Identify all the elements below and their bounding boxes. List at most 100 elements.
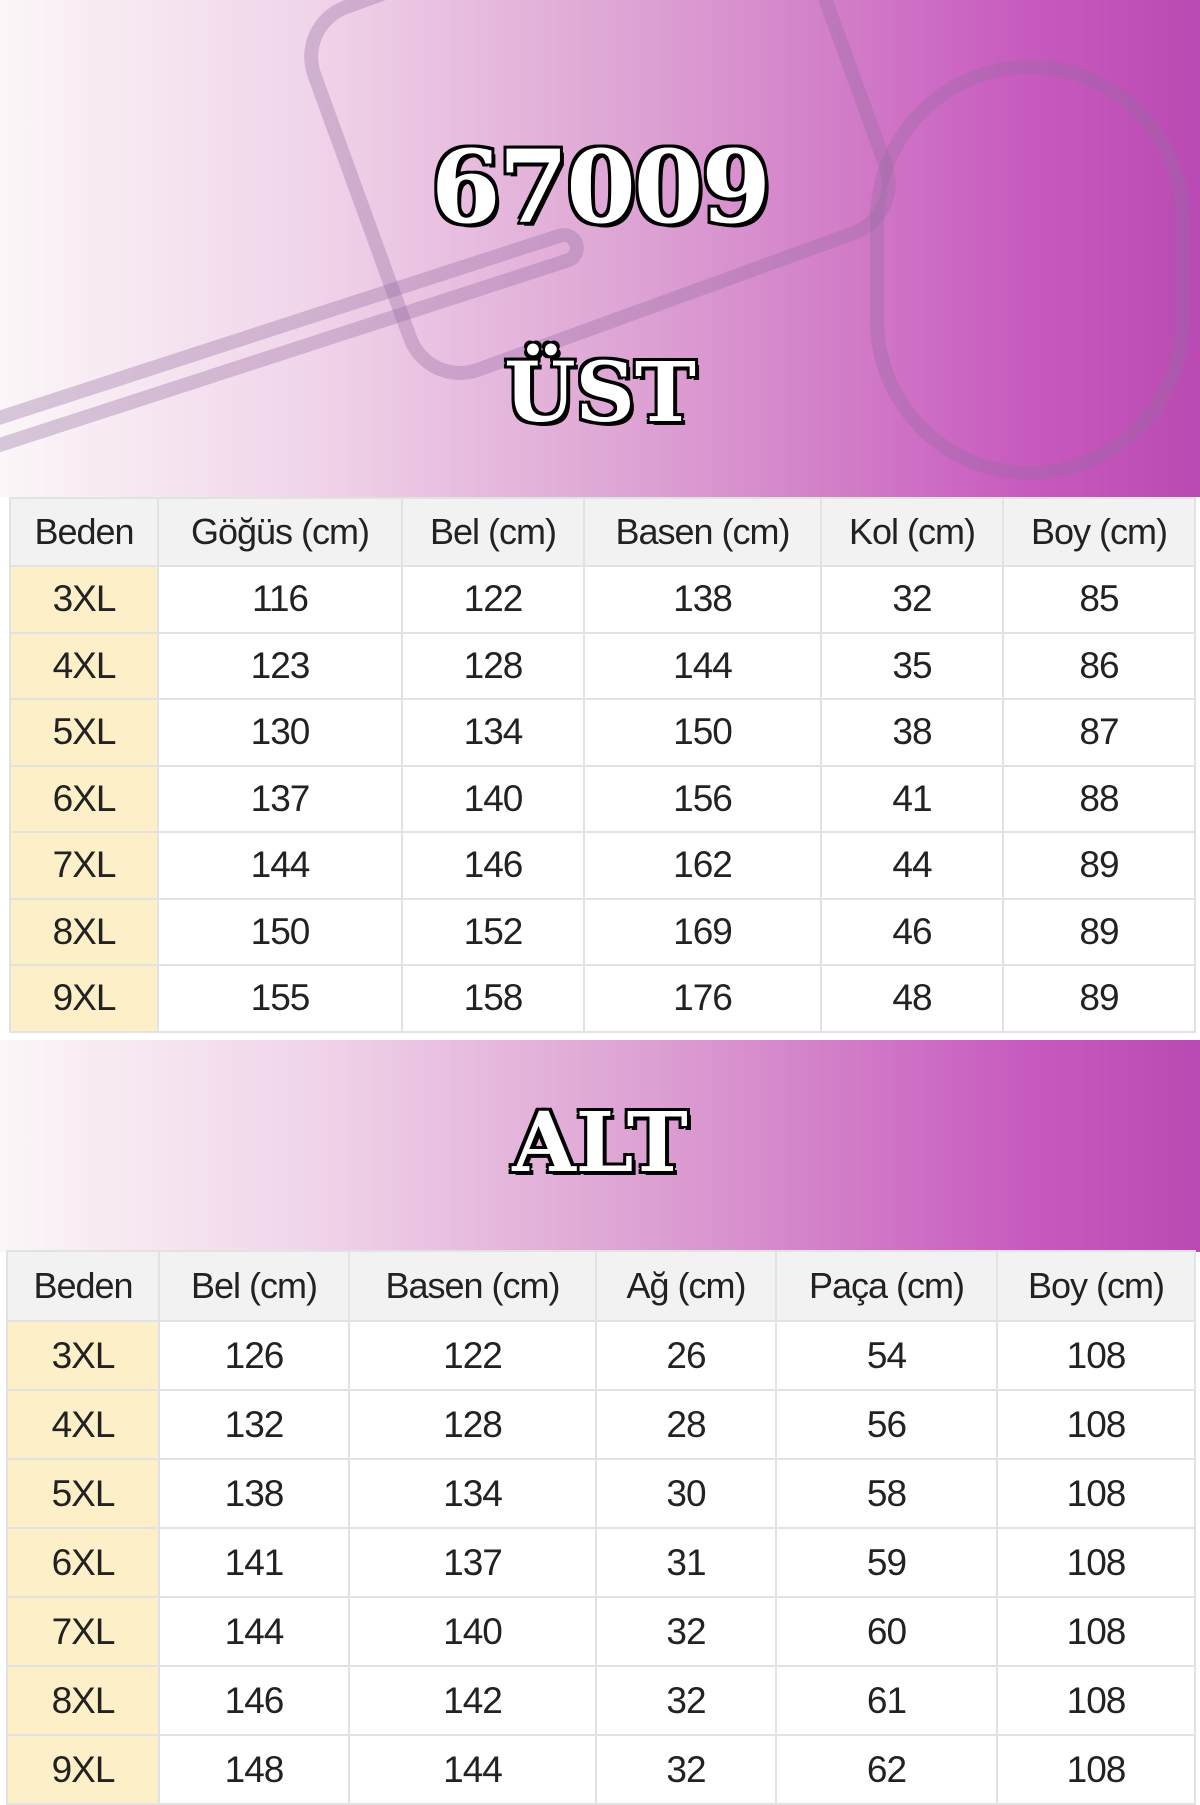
bottom-size-table: Beden Bel (cm) Basen (cm) Ağ (cm) Paça (cm) B… — [6, 1250, 1196, 1805]
measurement-cell: 144 — [583, 631, 822, 700]
measurement-cell: 48 — [820, 964, 1004, 1033]
size-cell: 5XL — [9, 698, 159, 767]
size-cell: 6XL — [6, 1527, 160, 1598]
column-header: Boy (cm) — [996, 1250, 1196, 1322]
measurement-cell: 150 — [583, 698, 822, 767]
measurement-cell: 128 — [401, 631, 585, 700]
measurement-cell: 122 — [401, 565, 585, 634]
measurement-cell: 146 — [158, 1665, 350, 1736]
table-row: 5XL 130 134 150 38 87 — [9, 698, 1196, 767]
table-row: 8XL 146 142 32 61 108 — [6, 1665, 1196, 1736]
measurement-cell: 62 — [775, 1734, 998, 1805]
size-cell: 9XL — [9, 964, 159, 1033]
column-header: Paça (cm) — [775, 1250, 998, 1322]
measurement-cell: 32 — [595, 1665, 777, 1736]
measurement-cell: 108 — [996, 1734, 1196, 1805]
measurement-cell: 116 — [157, 565, 403, 634]
measurement-cell: 108 — [996, 1596, 1196, 1667]
measurement-cell: 89 — [1002, 831, 1196, 900]
column-header: Ağ (cm) — [595, 1250, 777, 1322]
table-row: 7XL 144 146 162 44 89 — [9, 831, 1196, 900]
measurement-cell: 152 — [401, 897, 585, 966]
table-row: 6XL 137 140 156 41 88 — [9, 764, 1196, 833]
measurement-cell: 89 — [1002, 897, 1196, 966]
size-cell: 3XL — [6, 1320, 160, 1391]
measurement-cell: 144 — [348, 1734, 597, 1805]
table-row: 9XL 148 144 32 62 108 — [6, 1734, 1196, 1805]
measurement-cell: 32 — [595, 1596, 777, 1667]
measurement-cell: 142 — [348, 1665, 597, 1736]
measurement-cell: 156 — [583, 764, 822, 833]
measurement-cell: 134 — [401, 698, 585, 767]
measurement-cell: 148 — [158, 1734, 350, 1805]
size-cell: 7XL — [6, 1596, 160, 1667]
measurement-cell: 137 — [157, 764, 403, 833]
table-row: 6XL 141 137 31 59 108 — [6, 1527, 1196, 1598]
bottom-banner — [0, 1040, 1200, 1252]
measurement-cell: 108 — [996, 1665, 1196, 1736]
column-header: Göğüs (cm) — [157, 497, 403, 567]
measurement-cell: 54 — [775, 1320, 998, 1391]
measurement-cell: 44 — [820, 831, 1004, 900]
measurement-cell: 134 — [348, 1458, 597, 1529]
size-cell: 7XL — [9, 831, 159, 900]
measurement-cell: 32 — [820, 565, 1004, 634]
measurement-cell: 56 — [775, 1389, 998, 1460]
measurement-cell: 122 — [348, 1320, 597, 1391]
measurement-cell: 141 — [158, 1527, 350, 1598]
measurement-cell: 86 — [1002, 631, 1196, 700]
header-banner — [0, 0, 1200, 497]
size-cell: 5XL — [6, 1458, 160, 1529]
measurement-cell: 130 — [157, 698, 403, 767]
measurement-cell: 108 — [996, 1389, 1196, 1460]
measurement-cell: 132 — [158, 1389, 350, 1460]
measurement-cell: 138 — [158, 1458, 350, 1529]
measurement-cell: 85 — [1002, 565, 1196, 634]
column-header: Kol (cm) — [820, 497, 1004, 567]
measurement-cell: 150 — [157, 897, 403, 966]
measurement-cell: 108 — [996, 1527, 1196, 1598]
measurement-cell: 31 — [595, 1527, 777, 1598]
top-size-table: Beden Göğüs (cm) Bel (cm) Basen (cm) Kol (cm… — [9, 497, 1196, 1033]
measurement-cell: 60 — [775, 1596, 998, 1667]
measurement-cell: 162 — [583, 831, 822, 900]
measurement-cell: 140 — [401, 764, 585, 833]
measurement-cell: 87 — [1002, 698, 1196, 767]
table-row: 5XL 138 134 30 58 108 — [6, 1458, 1196, 1529]
measurement-cell: 35 — [820, 631, 1004, 700]
table-row: 7XL 144 140 32 60 108 — [6, 1596, 1196, 1667]
size-cell: 3XL — [9, 565, 159, 634]
table-row: 4XL 123 128 144 35 86 — [9, 631, 1196, 700]
measurement-cell: 89 — [1002, 964, 1196, 1033]
top-section-title: ÜST — [502, 343, 698, 443]
measurement-cell: 126 — [158, 1320, 350, 1391]
column-header: Beden — [6, 1250, 160, 1322]
measurement-cell: 88 — [1002, 764, 1196, 833]
measurement-cell: 123 — [157, 631, 403, 700]
size-cell: 6XL — [9, 764, 159, 833]
measurement-cell: 38 — [820, 698, 1004, 767]
measurement-cell: 158 — [401, 964, 585, 1033]
table-row: 4XL 132 128 28 56 108 — [6, 1389, 1196, 1460]
model-code-title: 67009 — [429, 126, 773, 248]
measurement-cell: 26 — [595, 1320, 777, 1391]
measurement-cell: 176 — [583, 964, 822, 1033]
measurement-cell: 144 — [158, 1596, 350, 1667]
measurement-cell: 46 — [820, 897, 1004, 966]
measurement-cell: 30 — [595, 1458, 777, 1529]
measurement-cell: 61 — [775, 1665, 998, 1736]
measurement-cell: 138 — [583, 565, 822, 634]
size-cell: 8XL — [6, 1665, 160, 1736]
table-row: 8XL 150 152 169 46 89 — [9, 897, 1196, 966]
measurement-cell: 144 — [157, 831, 403, 900]
size-cell: 4XL — [6, 1389, 160, 1460]
measurement-cell: 41 — [820, 764, 1004, 833]
size-cell: 9XL — [6, 1734, 160, 1805]
table-row: 9XL 155 158 176 48 89 — [9, 964, 1196, 1033]
measurement-cell: 28 — [595, 1389, 777, 1460]
measurement-cell: 32 — [595, 1734, 777, 1805]
measurement-cell: 146 — [401, 831, 585, 900]
measurement-cell: 137 — [348, 1527, 597, 1598]
measurement-cell: 140 — [348, 1596, 597, 1667]
measurement-cell: 169 — [583, 897, 822, 966]
